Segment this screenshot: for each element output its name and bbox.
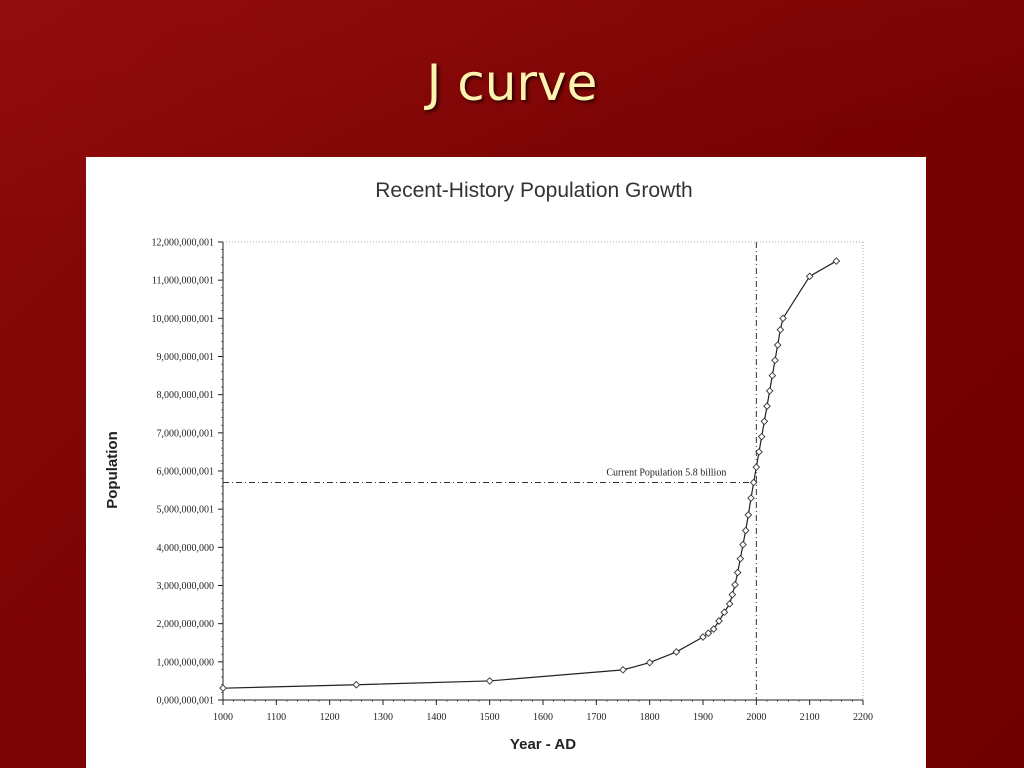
data-point [704,629,713,638]
data-point [739,540,747,549]
chart-title: Recent-History Population Growth [375,179,692,202]
data-point [776,325,785,334]
data-point [771,356,779,365]
series-line [222,260,837,689]
y-tick-label: 1,000,000,000 [157,657,215,668]
data-point [725,599,734,608]
y-tick-label: 9,000,000,001 [157,352,215,363]
y-tick-label: 4,000,000,000 [157,543,215,554]
data-point [709,625,718,633]
data-point [760,417,769,426]
y-tick-label: 3,000,000,000 [157,581,215,592]
x-axis-label: Year - AD [510,736,576,753]
data-point [731,580,739,589]
data-point [747,494,755,502]
y-tick-label: 12,000,000,001 [152,238,215,249]
data-point [672,648,681,656]
y-tick-label: 10,000,000,001 [152,314,215,325]
data-point [736,554,745,563]
data-point [645,658,654,667]
x-tick-label: 1000 [213,712,233,723]
x-tick-label: 1400 [426,712,446,723]
data-point [805,272,814,281]
x-tick-label: 1700 [586,712,606,723]
data-point [352,680,361,689]
current-population-annotation: Current Population 5.8 billion [606,467,726,478]
y-tick-label: 7,000,000,001 [157,428,215,439]
data-point [219,684,227,693]
data-point [720,608,729,617]
data-point [733,568,742,577]
data-point [832,257,841,265]
x-tick-label: 1600 [533,712,553,723]
data-point [773,341,782,349]
data-point [763,402,771,410]
data-point [752,463,761,472]
y-tick-label: 2,000,000,000 [157,619,215,630]
y-tick-label: 8,000,000,001 [157,390,215,401]
x-tick-label: 2200 [853,712,873,723]
data-point [755,448,763,456]
data-point [699,633,707,641]
slide-title: J curve [426,54,598,112]
data-point [715,617,723,625]
x-tick-label: 1100 [267,712,287,723]
x-tick-label: 1200 [320,712,340,723]
x-tick-label: 1900 [693,712,713,723]
x-tick-label: 1500 [480,712,500,723]
y-tick-label: 6,000,000,001 [157,467,215,478]
data-point [768,371,777,380]
y-axis-label: Population [104,431,121,509]
data-point [765,387,774,395]
data-point [744,511,753,519]
x-tick-label: 1300 [373,712,393,723]
y-tick-label: 5,000,000,001 [157,505,215,516]
data-point [749,478,758,487]
chart-panel: Recent-History Population Growth 1000 110… [86,157,926,768]
x-tick-label: 2000 [746,712,766,723]
y-tick-label: 0,000,000,001 [157,696,215,707]
data-point [757,432,766,441]
y-tick-label: 11,000,000,001 [152,276,214,287]
x-tick-label: 2100 [800,712,820,723]
data-point [485,677,494,685]
data-point [728,590,737,599]
data-point [741,526,750,535]
x-tick-label: 1800 [640,712,660,723]
data-point [619,666,627,674]
data-point [779,314,787,323]
population-chart: Recent-History Population Growth 1000 110… [104,179,873,753]
